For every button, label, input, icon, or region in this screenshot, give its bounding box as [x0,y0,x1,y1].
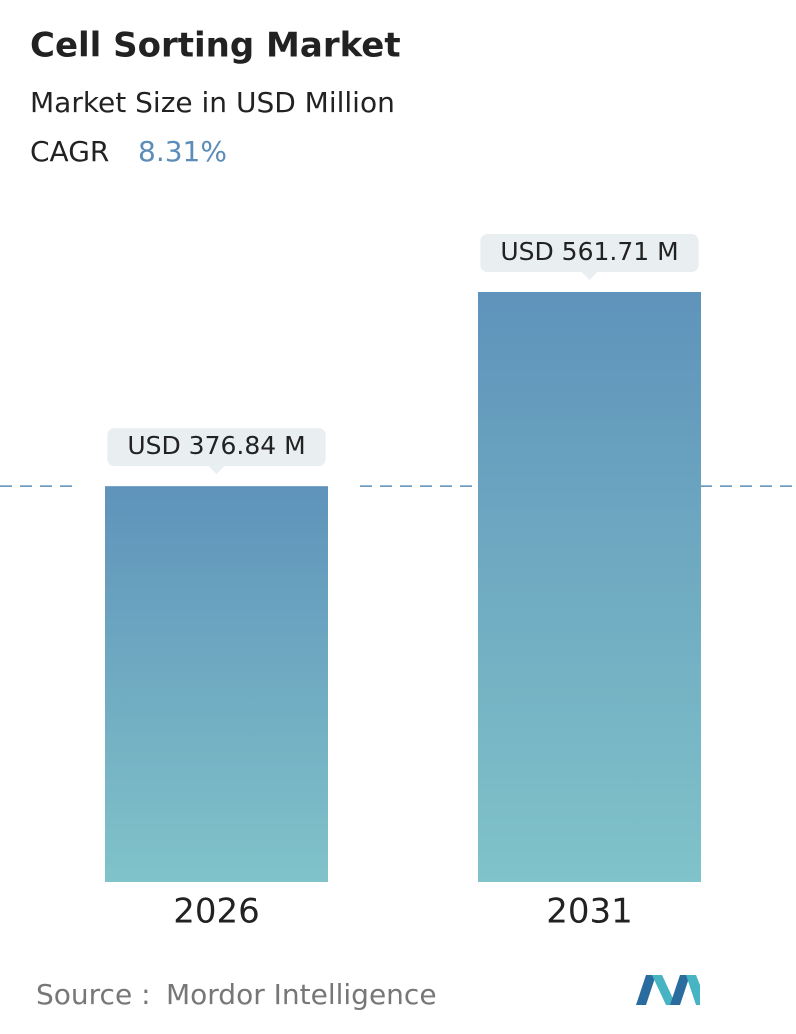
label-bg [107,428,326,467]
label-bg [480,234,699,272]
value-label-box: USD 376.84 M [107,428,326,475]
bar [105,486,328,882]
cagr-value: 8.31% [138,135,227,168]
chart-title: Cell Sorting Market [30,26,401,66]
x-tick-label: 2031 [546,892,633,932]
bar [478,292,701,882]
x-tick-label: 2026 [173,892,260,932]
label-pointer [208,466,225,475]
label-pointer [581,272,598,280]
source-label: Source : [36,978,151,1011]
chart-subtitle: Market Size in USD Million [30,86,395,119]
value-label: USD 376.84 M [127,431,305,460]
value-label-box: USD 561.71 M [480,234,699,280]
cagr-label: CAGR [30,135,109,168]
value-label: USD 561.71 M [500,237,678,266]
source: Mordor Intelligence [166,978,437,1011]
logo [636,975,700,1005]
